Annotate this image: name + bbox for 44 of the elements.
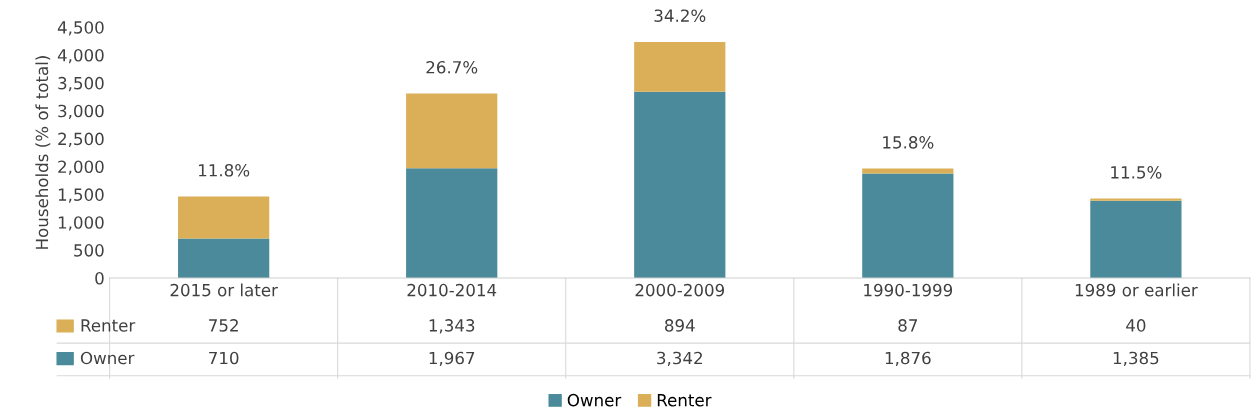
bar (1090, 200, 1182, 278)
bar (862, 173, 954, 278)
x-tick-label: 2015 or later (170, 283, 278, 297)
y-tick-label: 500 (74, 244, 104, 257)
data-label: 1,343 (429, 319, 475, 334)
y-tick-label: 4,500 (57, 21, 104, 36)
bar (634, 91, 726, 278)
data-label: 894 (664, 319, 695, 332)
annotation: 15.8% (883, 136, 934, 149)
annotation: 11.8% (199, 163, 250, 177)
bar (406, 93, 498, 169)
data-label: 87 (898, 319, 918, 332)
y-tick-label: 1,500 (58, 188, 104, 203)
data-label: 1,385 (1113, 351, 1159, 367)
annotation: 26.7% (426, 60, 478, 74)
legend-label: Owner (80, 351, 135, 365)
y-tick-label: 3,000 (58, 104, 104, 120)
bar (634, 41, 726, 92)
bar (1090, 198, 1182, 201)
y-tick-label: 3,500 (58, 76, 104, 92)
data-label: 710 (209, 351, 239, 365)
text: Renter (657, 394, 712, 407)
y-axis-title: Households (% of total) (35, 56, 51, 249)
data-label: 1,967 (429, 351, 475, 367)
x-tick-label: 2010-2014 (407, 283, 497, 297)
data-label: 3,342 (657, 351, 702, 367)
y-tick-label: 2,000 (58, 160, 104, 175)
annotation: 34.2% (654, 9, 706, 22)
y-tick-label: 2,500 (58, 132, 104, 147)
annotation: 11.5% (1111, 166, 1162, 179)
bar (178, 196, 270, 239)
text: Owner (567, 393, 622, 407)
bar (178, 238, 270, 278)
x-tick-label: 2000-2009 (635, 283, 725, 297)
y-tick-label: 4,000 (57, 49, 104, 64)
bar (406, 168, 498, 278)
x-tick-label: 1989 or earlier (1075, 283, 1198, 297)
data-label: 1,876 (885, 351, 931, 367)
legend-label: Renter (81, 319, 136, 332)
y-tick-label: 1,000 (58, 216, 104, 231)
data-label: 752 (209, 319, 238, 332)
data-label: 40 (1126, 319, 1146, 332)
x-tick-label: 1990-1999 (864, 283, 953, 297)
y-tick-label: 0 (95, 271, 104, 285)
